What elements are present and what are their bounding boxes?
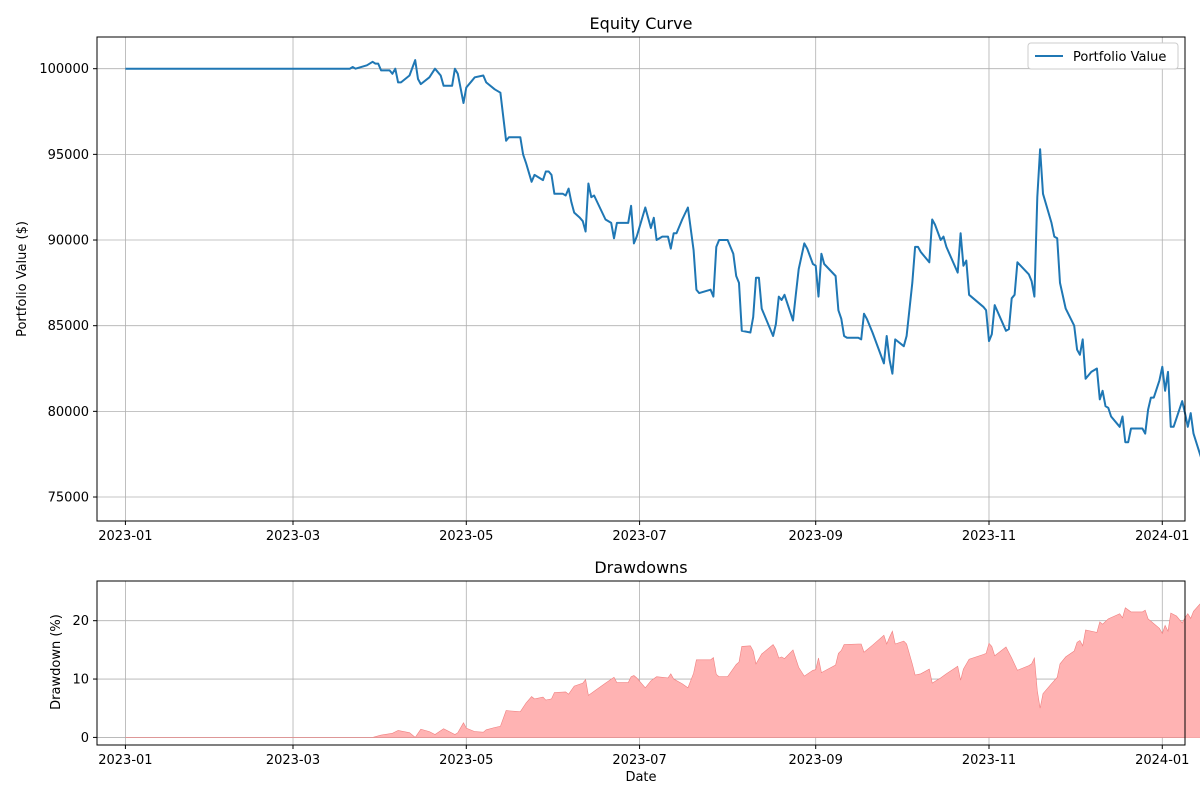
x-tick-label: 2023-03: [266, 529, 320, 544]
y-tick-label: 90000: [48, 234, 89, 249]
equity-chart-title: Equity Curve: [590, 14, 693, 33]
x-tick-label: 2023-05: [439, 529, 493, 544]
legend-label-portfolio: Portfolio Value: [1073, 50, 1166, 65]
legend-box: [1027, 42, 1179, 70]
drawdown-y-axis-label: Drawdown (%): [49, 614, 64, 710]
x-tick-label: 2023-09: [789, 753, 843, 768]
legend: Portfolio Value: [1027, 42, 1179, 70]
equity-plot-area: [125, 59, 1200, 458]
portfolio-value-line: [125, 59, 1200, 458]
y-tick-label: 80000: [48, 405, 89, 420]
y-tick-label: 85000: [48, 319, 89, 334]
equity-curve-panel: Equity Curve Portfolio Value ($) 2023-01…: [15, 14, 1200, 544]
equity-x-ticks: 2023-01 2023-03 2023-05 2023-07 2023-09 2023-…: [98, 521, 1189, 544]
x-tick-label: 2023-01: [98, 529, 152, 544]
y-tick-label: 95000: [48, 148, 89, 163]
equity-grid: [97, 37, 1185, 521]
drawdowns-panel: Drawdowns Drawdown (%) Date 2023-01 2023-…: [49, 558, 1200, 785]
equity-axes-frame: [96, 36, 1186, 522]
y-tick-label: 0: [81, 731, 89, 746]
x-tick-label: 2023-01: [98, 753, 152, 768]
x-tick-label: 2023-05: [439, 753, 493, 768]
x-tick-label: 2023-07: [612, 529, 666, 544]
x-tick-label: 2023-03: [266, 753, 320, 768]
drawdown-axes-frame: [96, 580, 1186, 746]
drawdown-plot-area: [125, 603, 1200, 738]
y-tick-label: 100000: [39, 62, 89, 77]
equity-y-axis-label: Portfolio Value ($): [15, 221, 30, 337]
drawdown-chart-title: Drawdowns: [594, 558, 687, 577]
x-tick-label: 2023-09: [789, 529, 843, 544]
y-tick-label: 75000: [48, 491, 89, 506]
y-tick-label: 10: [72, 673, 89, 688]
drawdown-x-axis-label: Date: [625, 770, 656, 785]
x-tick-label: 2023-11: [962, 529, 1016, 544]
x-tick-label: 2024-01: [1135, 753, 1189, 768]
equity-y-ticks: 75000 80000 85000 90000 95000 100000: [39, 62, 97, 506]
x-tick-label: 2023-07: [612, 753, 666, 768]
drawdown-area: [125, 603, 1200, 738]
drawdown-y-ticks: 0 10 20: [72, 614, 97, 746]
drawdown-x-ticks: 2023-01 2023-03 2023-05 2023-07 2023-09 2023-…: [98, 745, 1189, 768]
y-tick-label: 20: [72, 614, 89, 629]
x-tick-label: 2023-11: [962, 753, 1016, 768]
x-tick-label: 2024-01: [1135, 529, 1189, 544]
